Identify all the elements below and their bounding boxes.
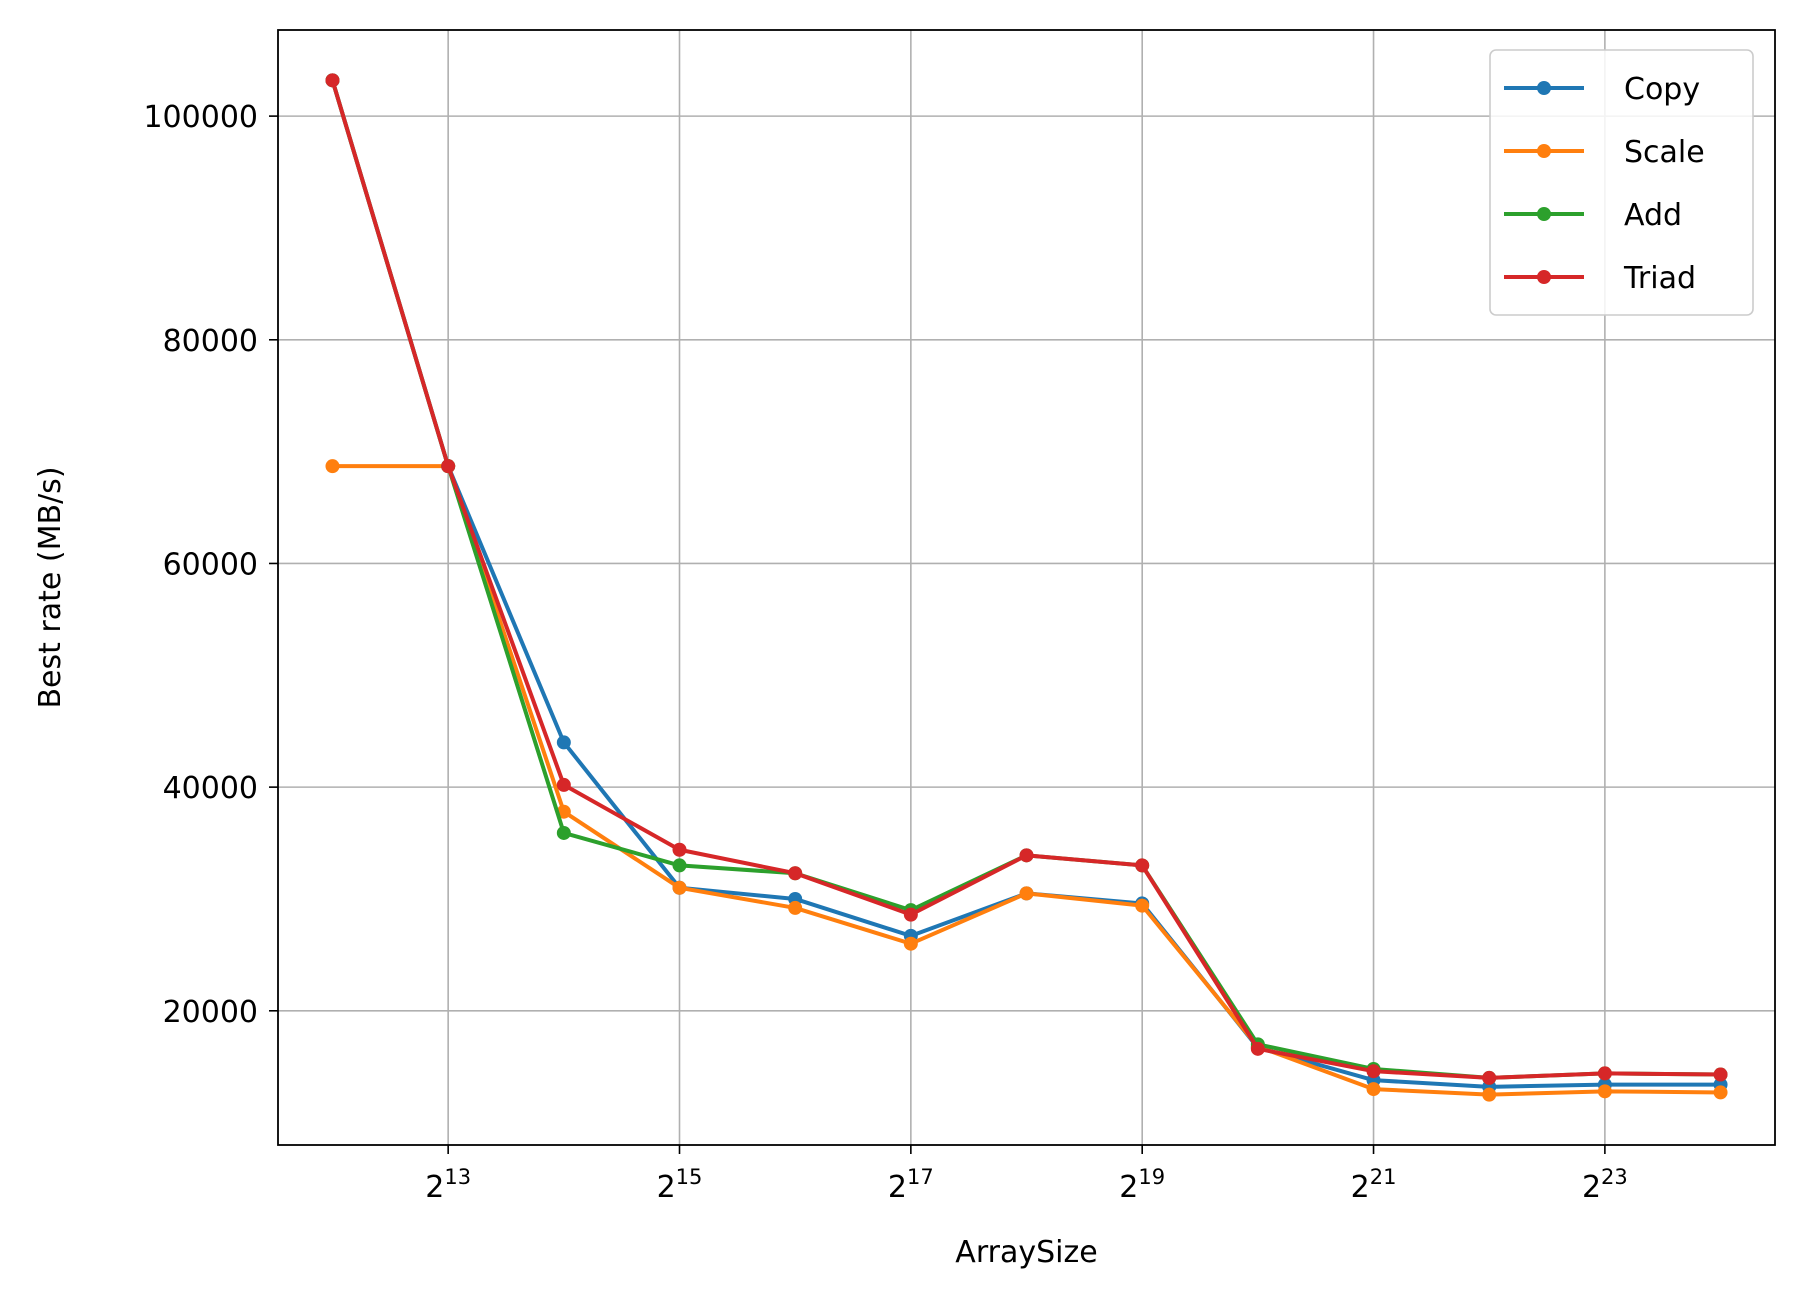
data-point-triad bbox=[1250, 1041, 1265, 1056]
plot-frame bbox=[277, 29, 1776, 1146]
legend-item-add: Add bbox=[1504, 198, 1682, 233]
data-point-add bbox=[672, 858, 687, 873]
x-tick-label: 213 bbox=[425, 1165, 471, 1205]
data-point-triad bbox=[1482, 1070, 1497, 1085]
data-point-triad bbox=[903, 907, 918, 922]
y-tick-label: 80000 bbox=[163, 324, 258, 359]
data-point-scale bbox=[672, 880, 687, 895]
data-point-triad bbox=[325, 73, 340, 88]
data-point-add bbox=[556, 825, 571, 840]
x-tick-label: 215 bbox=[657, 1165, 703, 1205]
x-tick-label: 223 bbox=[1582, 1165, 1628, 1205]
legend-marker-add bbox=[1537, 207, 1551, 221]
legend: Copy Scale Add Triad bbox=[1489, 49, 1754, 316]
data-point-scale bbox=[1713, 1085, 1728, 1100]
y-tick-label: 40000 bbox=[163, 771, 258, 806]
data-point-triad bbox=[1366, 1064, 1381, 1079]
data-point-scale bbox=[903, 936, 918, 951]
x-tick-label: 217 bbox=[888, 1165, 934, 1205]
x-tick-label: 221 bbox=[1351, 1165, 1397, 1205]
data-point-triad bbox=[1597, 1066, 1612, 1081]
legend-marker-copy bbox=[1537, 81, 1551, 95]
data-point-triad bbox=[1019, 848, 1034, 863]
data-point-triad bbox=[1713, 1067, 1728, 1082]
data-point-scale bbox=[1135, 898, 1150, 913]
legend-item-triad: Triad bbox=[1504, 261, 1696, 296]
legend-label-copy: Copy bbox=[1624, 72, 1700, 107]
data-point-scale bbox=[1019, 886, 1034, 901]
data-point-scale bbox=[325, 459, 340, 474]
x-axis: 213 215 217 219 221 223 bbox=[425, 1145, 1628, 1205]
data-point-triad bbox=[1135, 858, 1150, 873]
x-tick-label: 219 bbox=[1119, 1165, 1165, 1205]
legend-item-scale: Scale bbox=[1504, 135, 1705, 170]
legend-item-copy: Copy bbox=[1504, 72, 1700, 107]
legend-marker-scale bbox=[1537, 144, 1551, 158]
data-point-scale bbox=[1597, 1084, 1612, 1099]
legend-label-triad: Triad bbox=[1623, 261, 1696, 296]
data-point-copy bbox=[556, 735, 571, 750]
legend-label-add: Add bbox=[1624, 198, 1682, 233]
y-tick-label: 20000 bbox=[163, 995, 258, 1030]
data-point-scale bbox=[1482, 1087, 1497, 1102]
data-point-triad bbox=[672, 842, 687, 857]
y-tick-label: 60000 bbox=[163, 547, 258, 582]
legend-marker-triad bbox=[1537, 270, 1551, 284]
data-point-triad bbox=[788, 866, 803, 881]
data-point-scale bbox=[556, 804, 571, 819]
x-axis-label: ArraySize bbox=[955, 1235, 1097, 1270]
data-point-triad bbox=[441, 459, 456, 474]
data-point-scale bbox=[788, 900, 803, 915]
series-layer bbox=[325, 73, 1728, 1102]
legend-label-scale: Scale bbox=[1624, 135, 1705, 170]
data-point-triad bbox=[556, 777, 571, 792]
data-point-scale bbox=[1366, 1082, 1381, 1097]
legend-box bbox=[1489, 49, 1754, 316]
y-tick-label: 100000 bbox=[143, 100, 258, 135]
series-triad bbox=[325, 73, 1728, 1085]
y-axis-label: Best rate (MB/s) bbox=[33, 466, 68, 708]
y-axis: 20000 40000 60000 80000 100000 bbox=[143, 100, 278, 1030]
